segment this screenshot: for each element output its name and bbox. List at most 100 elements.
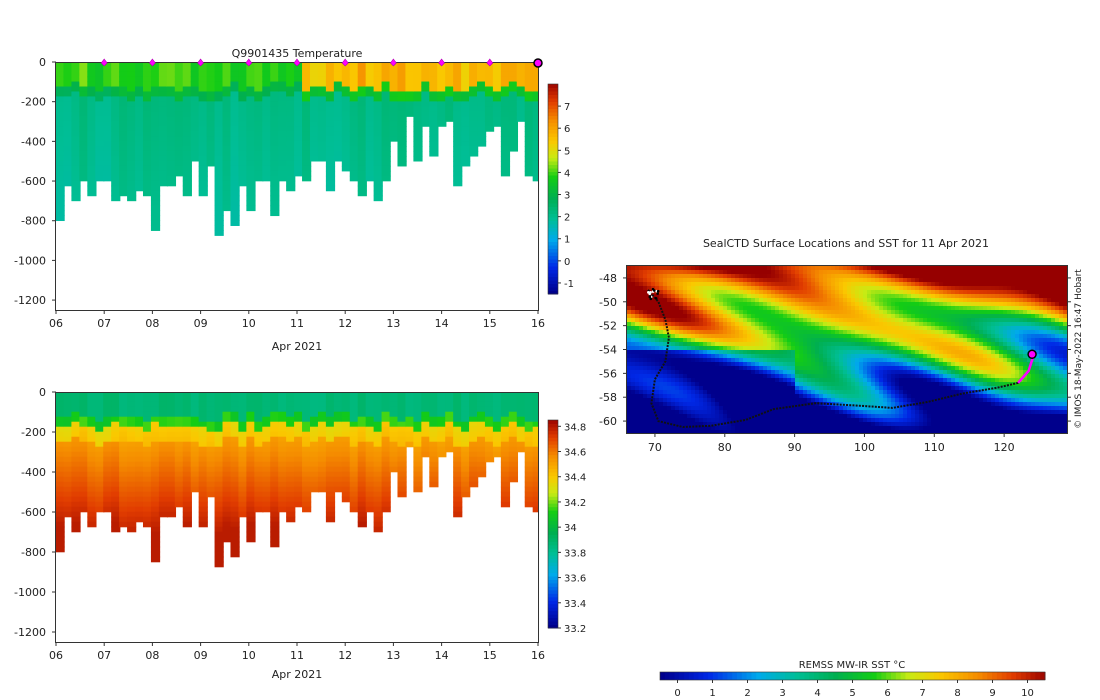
data-cell: [492, 91, 503, 98]
colorbar-segment: [548, 468, 558, 473]
sst-cell: [903, 310, 908, 315]
data-cell: [56, 471, 65, 478]
sst-cell: [1023, 274, 1028, 279]
sst-cell: [839, 290, 844, 295]
data-cell: [158, 451, 169, 458]
sst-cell: [831, 282, 836, 287]
data-cell: [103, 111, 113, 117]
data-cell: [190, 66, 200, 73]
sst-cell: [1047, 278, 1052, 283]
sst-cell: [1059, 278, 1064, 283]
data-cell: [142, 416, 153, 423]
sst-cell: [671, 298, 676, 303]
data-cell: [119, 392, 129, 398]
data-cell: [127, 501, 137, 508]
sst-cell: [927, 278, 932, 283]
data-cell: [56, 91, 65, 98]
data-cell: [238, 476, 248, 483]
sst-cell: [991, 306, 996, 311]
sst-cell: [775, 270, 780, 275]
data-cell: [63, 66, 73, 73]
data-cell: [524, 86, 534, 93]
sst-cell: [847, 294, 852, 299]
sst-cell: [1051, 290, 1056, 295]
data-cell: [198, 516, 208, 523]
sst-cell: [847, 326, 852, 331]
data-cell: [63, 106, 73, 112]
data-cell: [174, 461, 184, 468]
data-cell: [437, 392, 447, 398]
data-cell: [461, 111, 471, 117]
colorbar-segment: [548, 458, 558, 463]
sst-cell: [819, 270, 824, 275]
data-cell: [294, 416, 304, 423]
data-cell: [325, 170, 336, 177]
sst-cell: [871, 326, 876, 331]
sst-cell: [951, 286, 956, 291]
data-cell: [484, 106, 495, 112]
data-cell: [182, 461, 192, 468]
data-cell: [492, 401, 503, 408]
data-cell: [214, 446, 224, 453]
data-cell: [500, 91, 511, 98]
sst-cell: [819, 298, 824, 303]
data-cell: [373, 436, 383, 443]
sst-cell: [835, 330, 840, 335]
data-cell: [373, 175, 383, 182]
data-cell: [349, 131, 359, 137]
data-cell: [397, 150, 407, 157]
data-cell: [103, 116, 113, 122]
sst-cell: [627, 278, 632, 283]
data-cell: [103, 86, 113, 93]
sst-cell: [1051, 306, 1056, 311]
data-cell: [262, 466, 272, 473]
data-cell: [309, 421, 320, 428]
colorbar-segment: [548, 252, 558, 256]
sst-cell: [935, 294, 940, 299]
data-cell: [270, 536, 280, 543]
colorbar-segment: [548, 558, 558, 563]
data-cell: [445, 446, 455, 453]
sst-cell: [987, 314, 992, 319]
sst-cell: [983, 274, 988, 279]
data-cell: [373, 516, 383, 523]
data-cell: [174, 170, 184, 177]
data-cell: [182, 401, 192, 408]
sst-cell: [967, 330, 972, 335]
data-cell: [381, 456, 391, 463]
data-cell: [238, 466, 248, 473]
sst-cell: [979, 286, 984, 291]
data-cell: [349, 76, 359, 83]
data-cell: [246, 401, 256, 408]
data-cell: [262, 421, 272, 428]
data-cell: [437, 451, 447, 458]
sst-cell: [735, 286, 740, 291]
data-cell: [87, 121, 97, 127]
sst-cell: [723, 298, 728, 303]
data-cell: [198, 451, 208, 458]
sst-cell: [703, 278, 708, 283]
sst-cell: [779, 266, 784, 271]
data-cell: [325, 436, 336, 443]
sst-cell: [707, 306, 712, 311]
data-cell: [119, 461, 129, 468]
sst-cell: [907, 270, 912, 275]
data-cell: [429, 426, 439, 433]
sst-cell: [991, 286, 996, 291]
data-cell: [437, 116, 447, 122]
sst-cell: [1055, 290, 1060, 295]
sst-cell: [967, 318, 972, 323]
data-cell: [190, 141, 200, 147]
data-cell: [373, 481, 383, 488]
data-cell: [516, 431, 526, 438]
sst-cell: [887, 286, 892, 291]
data-cell: [270, 121, 280, 127]
data-cell: [325, 185, 336, 192]
sst-cell: [915, 318, 920, 323]
sst-cell: [1027, 318, 1032, 323]
data-cell: [278, 66, 288, 73]
sst-cell: [679, 306, 684, 311]
data-cell: [389, 106, 399, 112]
sst-cell: [863, 266, 868, 271]
sst-cell: [875, 282, 880, 287]
